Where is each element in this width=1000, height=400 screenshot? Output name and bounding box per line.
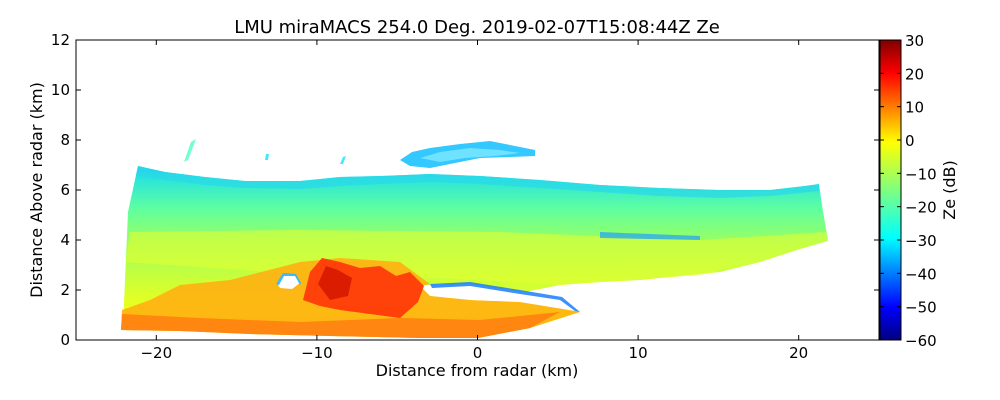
colorbar-tick-label: −60 — [905, 332, 937, 350]
fallstreak-fragment — [265, 154, 269, 160]
clear-air-gap-upper — [430, 284, 560, 300]
clear-air-gap-lower — [470, 296, 575, 311]
y-axis-label: Distance Above radar (km) — [27, 82, 46, 298]
core-peak — [318, 266, 352, 300]
colorbar-tick-label: −20 — [905, 199, 937, 217]
colorbar-label: Ze (dB) — [940, 160, 959, 220]
y-tick-label: 2 — [60, 281, 70, 299]
blue-streak-right — [600, 232, 700, 240]
fallstreak-fragment-2 — [340, 156, 346, 164]
colorbar-gradient — [879, 39, 902, 341]
x-tick-label: 20 — [789, 344, 808, 362]
colorbar-tick-label: 20 — [905, 65, 924, 83]
colorbar-tick-label: −30 — [905, 232, 937, 250]
colorbar: 30 20 10 0 −10 −20 −30 −40 −50 −60 Ze (dB) — [879, 32, 959, 350]
colorbar-tick-label: 0 — [905, 132, 915, 150]
fallstreak-top-left — [184, 139, 196, 162]
upper-cloud-core — [420, 148, 520, 162]
x-tick-label: −10 — [301, 344, 333, 362]
small-hole-rim — [276, 273, 301, 285]
upper-edge-band — [136, 166, 819, 198]
y-axis: 0 2 4 6 8 10 12 — [51, 31, 879, 349]
colorbar-tick-label: 30 — [905, 32, 924, 50]
y-tick-label: 6 — [60, 181, 70, 199]
x-tick-label: 0 — [473, 344, 483, 362]
gap-edge-blue — [430, 282, 580, 312]
bright-band-low — [121, 312, 560, 338]
x-tick-label: 10 — [629, 344, 648, 362]
colorbar-ticks: 30 20 10 0 −10 −20 −30 −40 −50 −60 — [880, 32, 937, 350]
radar-echo-field — [121, 139, 828, 338]
colorbar-tick-label: −40 — [905, 265, 937, 283]
y-tick-label: 10 — [51, 81, 70, 99]
chart-title: LMU miraMACS 254.0 Deg. 2019-02-07T15:08… — [234, 17, 720, 38]
y-tick-label: 0 — [60, 331, 70, 349]
y-tick-label: 8 — [60, 131, 70, 149]
colorbar-tick-label: −50 — [905, 299, 937, 317]
x-axis-label: Distance from radar (km) — [376, 361, 579, 380]
x-tick-label: −20 — [140, 344, 172, 362]
y-tick-label: 4 — [60, 231, 70, 249]
x-axis: −20 −10 0 10 20 — [140, 40, 808, 362]
plot-area: −20 −10 0 10 20 0 2 4 6 8 10 12 — [51, 31, 880, 362]
y-tick-label: 12 — [51, 31, 70, 49]
colorbar-tick-label: −10 — [905, 165, 937, 183]
colorbar-tick-label: 10 — [905, 99, 924, 117]
